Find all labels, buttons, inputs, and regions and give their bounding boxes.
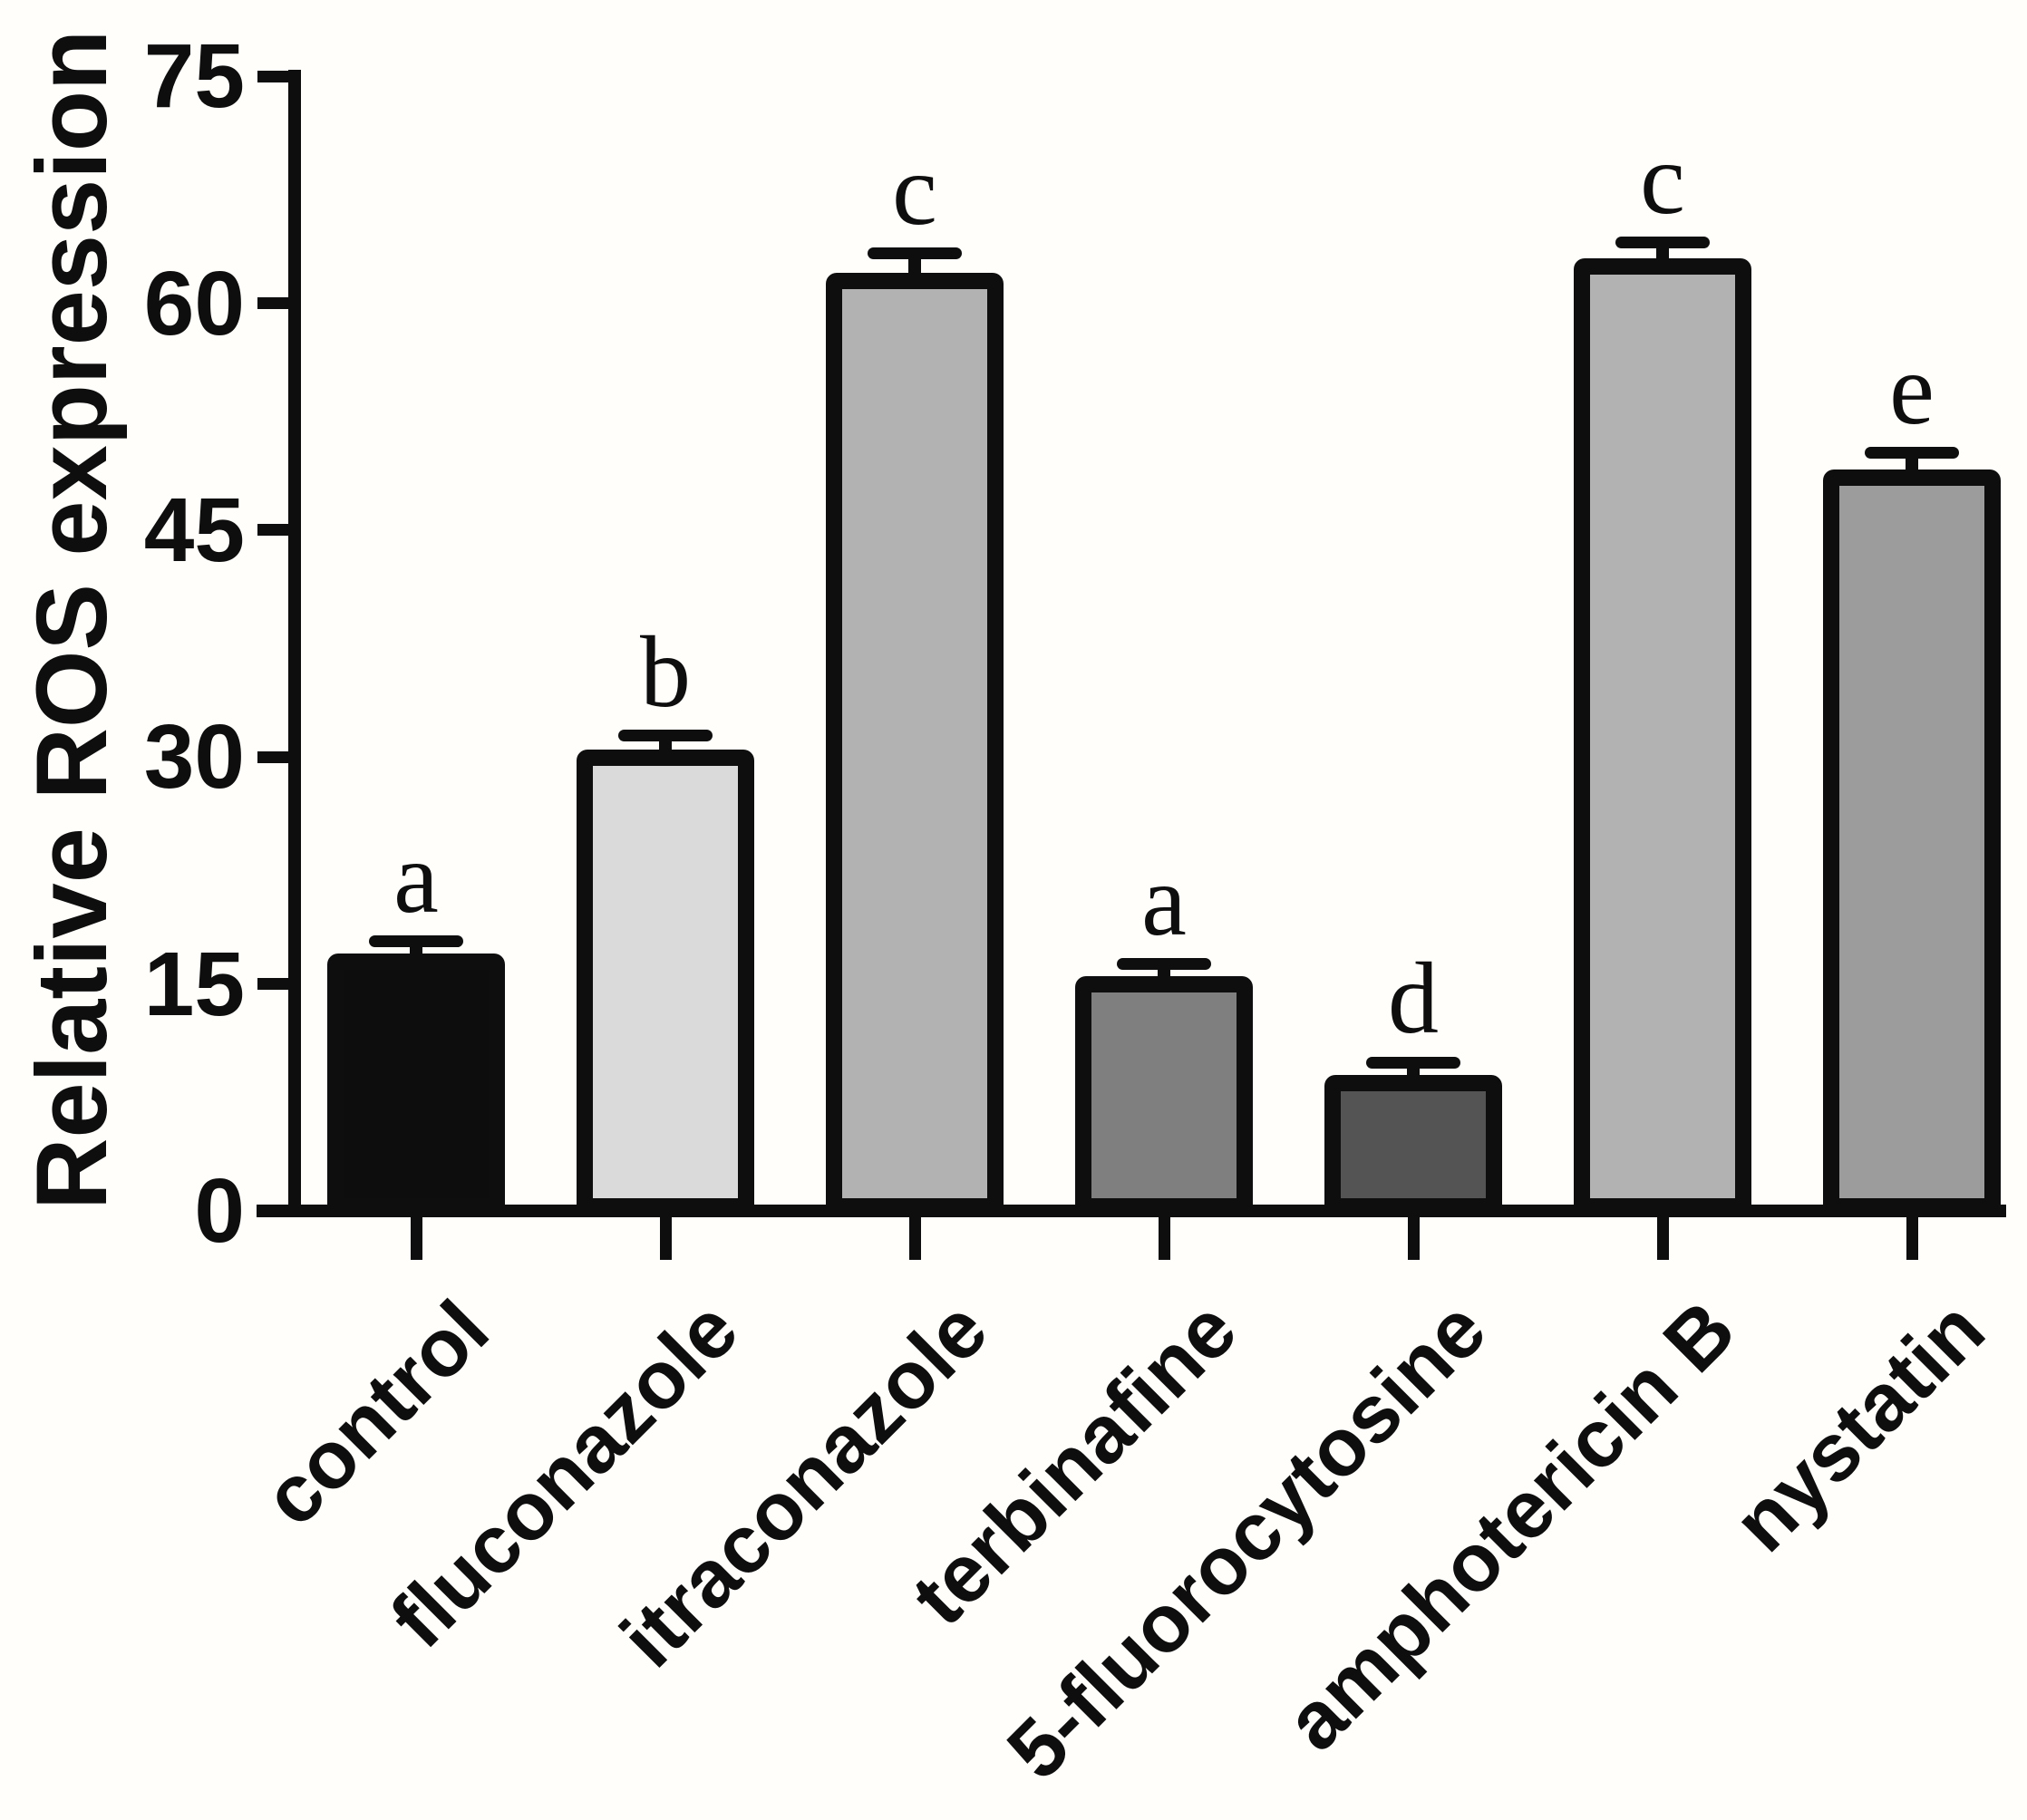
significance-letter-nystatin: e	[1889, 333, 1935, 446]
x-axis-tick	[659, 1217, 672, 1260]
y-tick-label: 45	[143, 479, 245, 581]
x-category-label-control: control	[246, 1283, 507, 1544]
error-bar-cap	[1615, 237, 1710, 249]
y-tick-label: 75	[143, 25, 245, 128]
x-category-label-5-fluorocytosine: 5-fluorocytosine	[990, 1283, 1504, 1797]
significance-letter-5-fluorocytosine: d	[1388, 943, 1439, 1056]
error-bar-cap	[1366, 1056, 1460, 1069]
y-axis-tick	[257, 297, 288, 310]
significance-letter-amphotericin-b: c	[1640, 122, 1685, 236]
x-axis-tick	[410, 1217, 422, 1260]
y-axis-tick	[257, 70, 288, 82]
y-tick-label: 0	[194, 1160, 245, 1262]
y-tick-label: 15	[143, 933, 245, 1035]
x-axis-tick	[908, 1217, 921, 1260]
error-bar-cap	[618, 730, 713, 742]
bar-control	[327, 954, 505, 1215]
x-axis-tick	[1158, 1217, 1170, 1260]
y-tick-label: 60	[143, 252, 245, 354]
error-bar-cap	[1865, 447, 1959, 460]
bar-amphotericin-b	[1574, 257, 1751, 1215]
bar-itraconazole	[826, 273, 1004, 1215]
bar-nystatin	[1823, 470, 2001, 1215]
error-bar-cap	[1117, 958, 1211, 971]
bar-terbinafine	[1075, 976, 1253, 1215]
bar-fluconazole	[577, 749, 754, 1215]
y-tick-label: 30	[143, 706, 245, 808]
x-category-label-nystatin: nystatin	[1716, 1283, 2003, 1570]
bar-5-fluorocytosine	[1324, 1074, 1502, 1215]
x-axis-tick	[1407, 1217, 1420, 1260]
x-axis-tick	[1906, 1217, 1918, 1260]
y-axis-line	[288, 70, 301, 1217]
x-category-label-amphotericin-b: amphotericin B	[1268, 1283, 1753, 1768]
significance-letter-control: a	[393, 821, 439, 934]
error-bar-cap	[369, 935, 463, 948]
x-axis-tick	[1656, 1217, 1669, 1260]
y-axis-tick	[257, 524, 288, 537]
significance-letter-itraconazole: c	[892, 133, 937, 247]
y-axis-tick	[257, 750, 288, 763]
significance-letter-fluconazole: b	[640, 615, 691, 729]
error-bar-cap	[868, 247, 962, 260]
y-axis-tick	[257, 978, 288, 991]
significance-letter-terbinafine: a	[1141, 844, 1187, 957]
y-axis-tick	[257, 1205, 288, 1217]
